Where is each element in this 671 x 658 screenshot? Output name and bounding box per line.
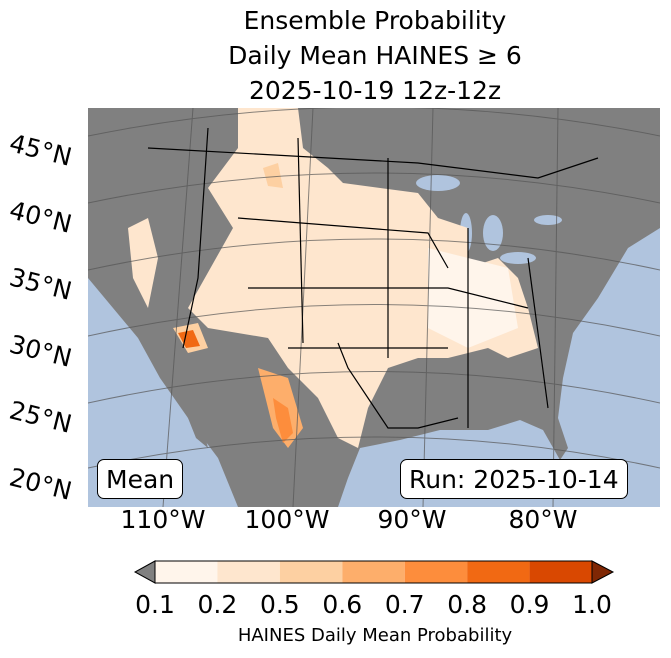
- colorbar-tick-label: 1.0: [572, 590, 612, 619]
- colorbar-cell: [279, 561, 343, 583]
- lat-label-45: 45°N: [6, 128, 75, 172]
- run-label: Run: 2025-10-14: [400, 459, 628, 499]
- lon-label-100: 100°W: [244, 505, 330, 534]
- colorbar-tick-label: 0.1: [135, 590, 175, 619]
- lat-label-30: 30°N: [6, 329, 75, 373]
- colorbar-cell: [529, 561, 592, 583]
- colorbar-cell: [342, 561, 405, 583]
- colorbar-cell: [217, 561, 280, 583]
- lat-label-40: 40°N: [6, 195, 75, 239]
- colorbar-cell: [467, 561, 530, 583]
- colorbar-label: HAINES Daily Mean Probability: [237, 625, 513, 646]
- colorbar-over-arrow: [591, 560, 615, 584]
- colorbar-tick-label: 0.2: [197, 590, 238, 619]
- state-borders: [147, 127, 599, 429]
- colorbar: [133, 560, 615, 584]
- colorbar-under-arrow: [133, 560, 156, 584]
- title-line-2: Daily Mean HAINES ≥ 6: [228, 41, 522, 70]
- colorbar-cell: [155, 561, 218, 583]
- lat-label-35: 35°N: [6, 262, 75, 306]
- title-line-1: Ensemble Probability: [243, 6, 507, 35]
- colorbar-tick-label: 0.9: [509, 590, 550, 619]
- baja-peninsula: [170, 353, 208, 448]
- colorbar-tick-label: 0.7: [384, 590, 425, 619]
- title-line-3: 2025-10-19 12z-12z: [248, 76, 502, 105]
- colorbar-tick-label: 0.8: [447, 590, 488, 619]
- probability-fill: [128, 108, 538, 448]
- colorbar-tick-label: 0.5: [259, 590, 300, 619]
- lon-label-80: 80°W: [508, 505, 578, 534]
- graticule: [88, 108, 660, 507]
- lat-label-25: 25°N: [6, 395, 75, 439]
- lon-label-90: 90°W: [377, 505, 447, 534]
- colorbar-cell: [404, 561, 468, 583]
- lon-label-110: 110°W: [120, 505, 206, 534]
- colorbar-tick-label: 0.6: [322, 590, 363, 619]
- probability-map: [88, 108, 660, 507]
- mean-label: Mean: [97, 459, 184, 499]
- lat-label-20: 20°N: [6, 462, 75, 506]
